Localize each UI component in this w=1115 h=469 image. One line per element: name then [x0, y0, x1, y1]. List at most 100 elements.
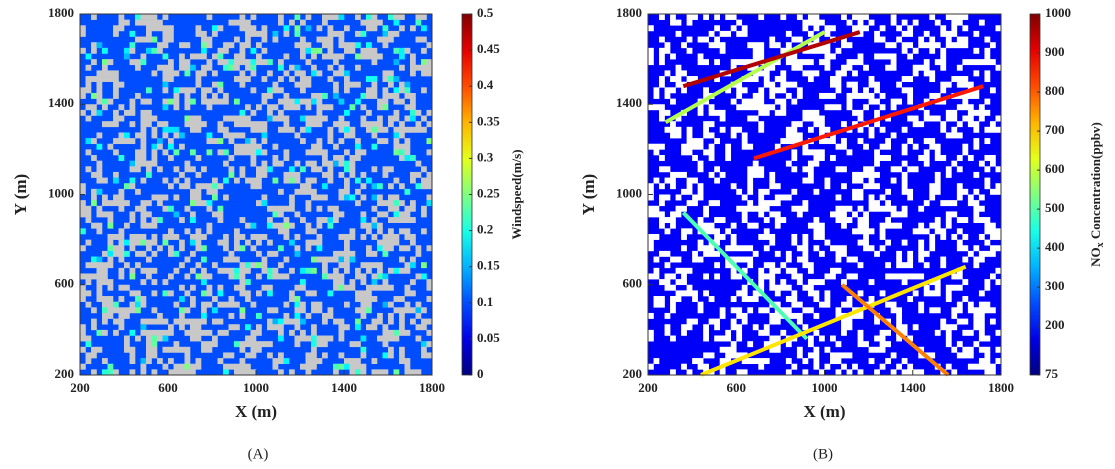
building-cell	[858, 206, 864, 212]
building-cell	[152, 25, 158, 31]
field-cell	[350, 104, 356, 110]
building-cell	[764, 228, 770, 234]
building-cell	[344, 302, 350, 308]
building-cell	[957, 189, 963, 195]
building-cell	[907, 364, 913, 370]
building-cell	[152, 116, 158, 122]
building-cell	[698, 217, 704, 223]
building-cell	[146, 223, 152, 229]
building-cell	[388, 116, 394, 122]
building-cell	[240, 166, 246, 172]
building-cell	[979, 307, 985, 313]
building-cell	[984, 279, 990, 285]
field-cell	[416, 20, 422, 26]
building-cell	[692, 195, 698, 201]
building-cell	[665, 93, 671, 99]
building-cell	[891, 104, 897, 110]
building-cell	[825, 138, 831, 144]
building-cell	[648, 25, 654, 31]
building-cell	[742, 59, 748, 65]
building-cell	[190, 268, 196, 274]
building-cell	[940, 31, 946, 37]
building-cell	[97, 285, 103, 291]
building-cell	[852, 82, 858, 88]
building-cell	[289, 200, 295, 206]
building-cell	[951, 127, 957, 133]
building-cell	[808, 127, 814, 133]
building-cell	[289, 127, 295, 133]
building-cell	[124, 285, 130, 291]
field-cell	[344, 364, 350, 370]
building-cell	[97, 223, 103, 229]
field-cell	[350, 257, 356, 263]
building-cell	[190, 166, 196, 172]
building-cell	[361, 211, 367, 217]
building-cell	[394, 99, 400, 105]
building-cell	[201, 341, 207, 347]
building-cell	[157, 313, 163, 319]
building-cell	[333, 14, 339, 20]
building-cell	[813, 234, 819, 240]
building-cell	[130, 217, 136, 223]
building-cell	[968, 93, 974, 99]
building-cell	[163, 132, 169, 138]
building-cell	[995, 166, 1001, 172]
building-cell	[273, 223, 279, 229]
building-cell	[670, 257, 676, 263]
building-cell	[703, 330, 709, 336]
building-cell	[185, 330, 191, 336]
building-cell	[742, 217, 748, 223]
building-cell	[328, 161, 334, 167]
building-cell	[913, 324, 919, 330]
building-cell	[852, 178, 858, 184]
field-cell	[361, 93, 367, 99]
building-cell	[416, 313, 422, 319]
building-cell	[421, 116, 427, 122]
building-cell	[858, 127, 864, 133]
building-cell	[251, 127, 257, 133]
building-cell	[388, 31, 394, 37]
building-cell	[223, 302, 229, 308]
field-cell	[306, 127, 312, 133]
building-cell	[935, 42, 941, 48]
building-cell	[119, 319, 125, 325]
building-cell	[742, 195, 748, 201]
building-cell	[102, 296, 108, 302]
building-cell	[841, 223, 847, 229]
building-cell	[317, 25, 323, 31]
building-cell	[322, 161, 328, 167]
building-cell	[984, 178, 990, 184]
building-cell	[388, 245, 394, 251]
building-cell	[372, 166, 378, 172]
building-cell	[775, 290, 781, 296]
building-cell	[240, 42, 246, 48]
building-cell	[797, 347, 803, 353]
building-cell	[775, 211, 781, 217]
colorbar-label: Windspeed(m/s)	[509, 149, 524, 239]
building-cell	[891, 99, 897, 105]
building-cell	[86, 166, 92, 172]
building-cell	[405, 268, 411, 274]
building-cell	[720, 172, 726, 178]
building-cell	[858, 138, 864, 144]
building-cell	[896, 319, 902, 325]
building-cell	[179, 53, 185, 59]
building-cell	[289, 319, 295, 325]
building-cell	[196, 336, 202, 342]
field-cell	[394, 20, 400, 26]
building-cell	[869, 279, 875, 285]
building-cell	[328, 76, 334, 82]
field-cell	[108, 223, 114, 229]
building-cell	[681, 324, 687, 330]
building-cell	[146, 37, 152, 43]
building-cell	[130, 245, 136, 251]
building-cell	[852, 228, 858, 234]
building-cell	[731, 273, 737, 279]
building-cell	[86, 336, 92, 342]
building-cell	[852, 25, 858, 31]
building-cell	[113, 149, 119, 155]
field-cell	[267, 223, 273, 229]
y-tick-label: 1800	[616, 5, 642, 20]
building-cell	[223, 127, 229, 133]
building-cell	[113, 110, 119, 116]
